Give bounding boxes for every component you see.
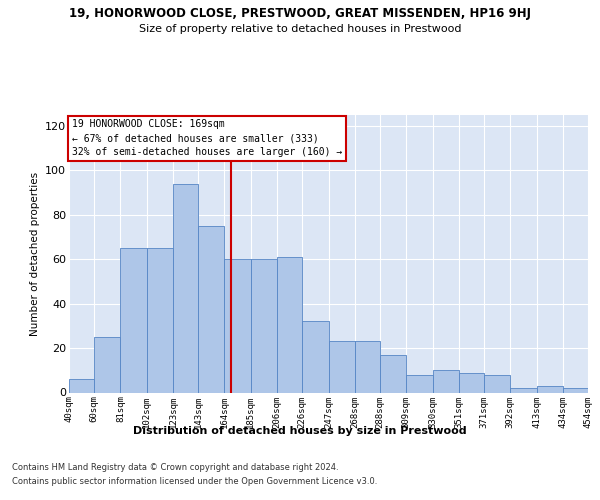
Bar — [459, 372, 484, 392]
Text: Size of property relative to detached houses in Prestwood: Size of property relative to detached ho… — [139, 24, 461, 34]
Bar — [380, 355, 406, 393]
Bar — [302, 322, 329, 392]
Bar — [147, 248, 173, 392]
Bar — [433, 370, 459, 392]
Bar — [251, 260, 277, 392]
Bar — [224, 260, 251, 392]
Text: Contains public sector information licensed under the Open Government Licence v3: Contains public sector information licen… — [12, 478, 377, 486]
Bar — [355, 342, 380, 392]
Bar — [173, 184, 198, 392]
Bar — [69, 379, 94, 392]
Y-axis label: Number of detached properties: Number of detached properties — [29, 172, 40, 336]
Text: Distribution of detached houses by size in Prestwood: Distribution of detached houses by size … — [133, 426, 467, 436]
Bar — [484, 374, 510, 392]
Bar — [510, 388, 536, 392]
Bar — [198, 226, 224, 392]
Bar — [277, 257, 302, 392]
Bar — [536, 386, 563, 392]
Text: Contains HM Land Registry data © Crown copyright and database right 2024.: Contains HM Land Registry data © Crown c… — [12, 462, 338, 471]
Bar — [121, 248, 147, 392]
Bar — [94, 337, 121, 392]
Text: 19, HONORWOOD CLOSE, PRESTWOOD, GREAT MISSENDEN, HP16 9HJ: 19, HONORWOOD CLOSE, PRESTWOOD, GREAT MI… — [69, 8, 531, 20]
Bar — [563, 388, 588, 392]
Bar — [406, 374, 433, 392]
Text: 19 HONORWOOD CLOSE: 169sqm
← 67% of detached houses are smaller (333)
32% of sem: 19 HONORWOOD CLOSE: 169sqm ← 67% of deta… — [71, 120, 342, 158]
Bar — [329, 342, 355, 392]
